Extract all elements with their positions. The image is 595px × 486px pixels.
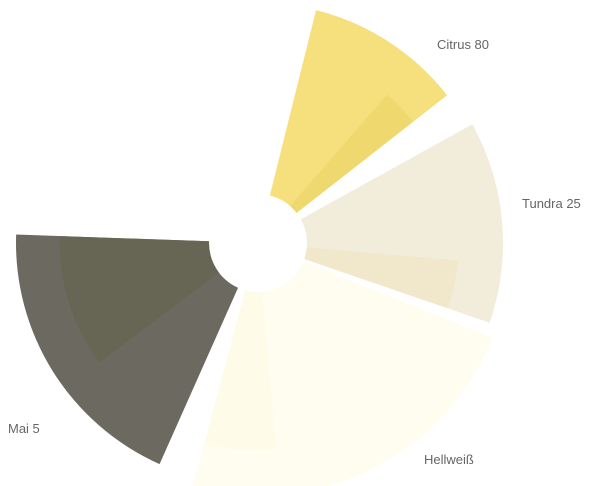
slice-citrus-inner[interactable] xyxy=(290,94,414,213)
slice-label-hellweiss: Hellweiß xyxy=(424,452,474,467)
slices-group xyxy=(16,10,503,486)
slice-label-citrus: Citrus 80 xyxy=(437,37,489,52)
slice-hellweiss-inner[interactable] xyxy=(204,290,277,451)
slice-label-tundra: Tundra 25 xyxy=(522,196,581,211)
slice-mai-inner[interactable] xyxy=(59,236,219,363)
slice-tundra-inner[interactable] xyxy=(304,247,459,309)
slice-citrus[interactable] xyxy=(269,10,448,213)
labels-group: Citrus 80 Tundra 25 Hellweiß Mai 5 xyxy=(8,37,581,467)
slice-label-mai: Mai 5 xyxy=(8,421,40,436)
